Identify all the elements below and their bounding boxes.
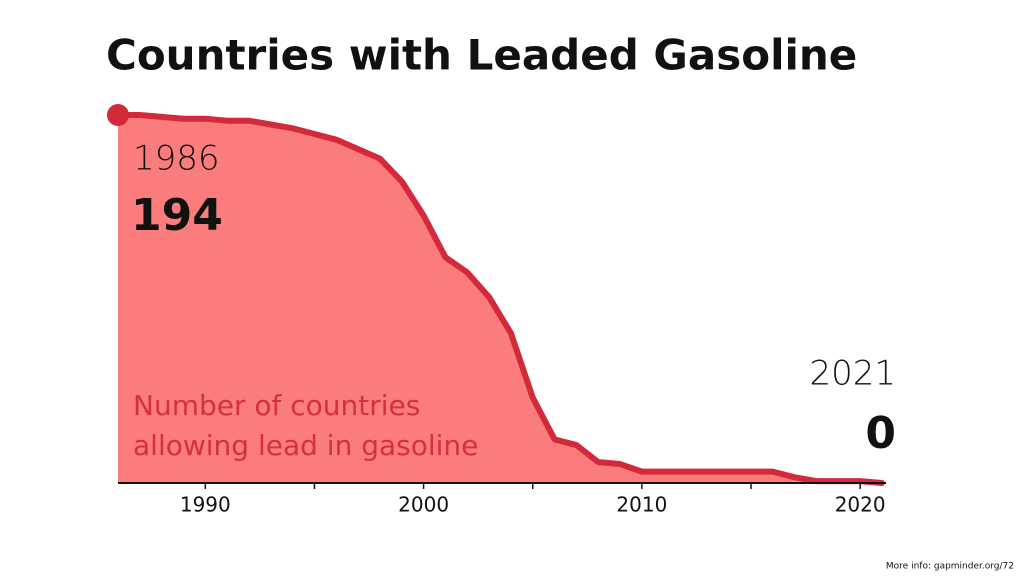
line [115, 112, 885, 486]
annotation: Number of countries [133, 389, 420, 422]
x-tick-label: 2020 [835, 493, 886, 517]
start-dot [107, 104, 129, 126]
x-tick-label: 2010 [616, 493, 667, 517]
start-year-label: 1986 [133, 139, 220, 179]
footer: More info: gapminder.org/72 [886, 562, 1014, 572]
annotation: allowing lead in gasoline [133, 429, 478, 462]
x-tick-label: 1990 [180, 493, 231, 517]
start-value-label: 194 [131, 190, 223, 241]
chart-title: Countries with Leaded Gasoline [106, 31, 857, 80]
area [118, 115, 882, 483]
x-tick-label: 2000 [398, 493, 449, 517]
end-year-label: 2021 [809, 354, 896, 394]
end-value-label: 0 [865, 408, 896, 459]
